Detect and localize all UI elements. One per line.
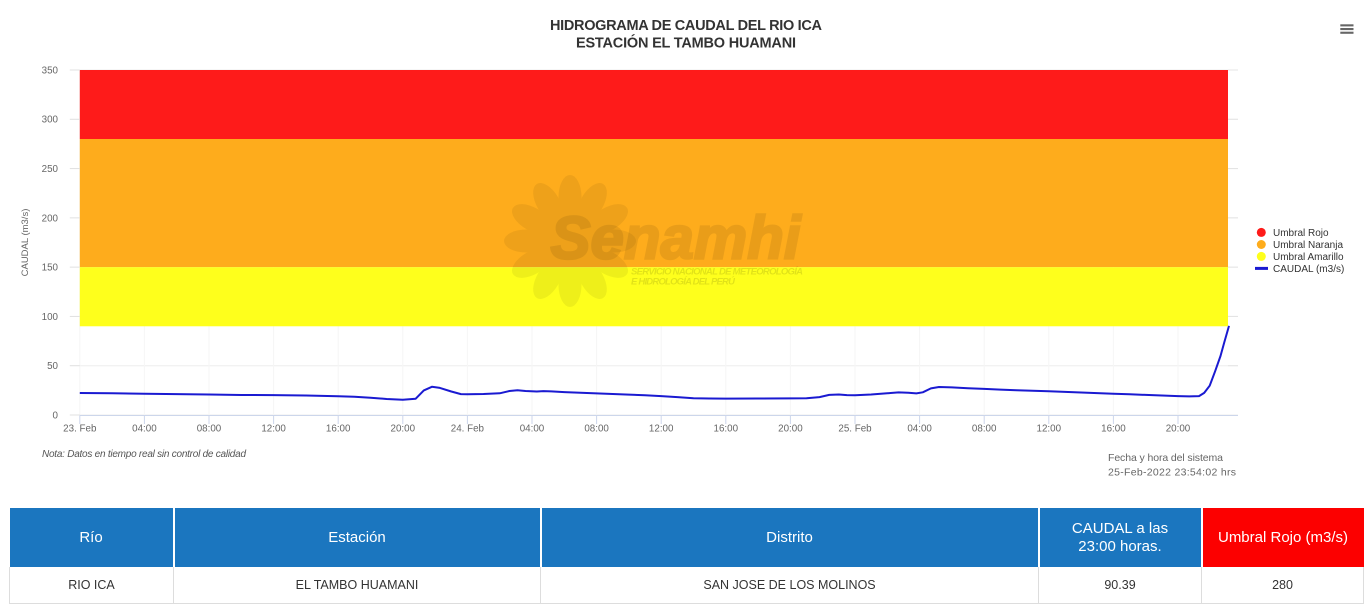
svg-text:0: 0 xyxy=(53,410,59,421)
svg-text:20:00: 20:00 xyxy=(391,423,416,434)
svg-text:16:00: 16:00 xyxy=(714,423,739,434)
svg-text:04:00: 04:00 xyxy=(132,423,157,434)
svg-text:SERVICIO NACIONAL DE METEOROLO: SERVICIO NACIONAL DE METEOROLOGÍA xyxy=(631,266,803,277)
svg-text:350: 350 xyxy=(42,65,59,76)
svg-text:250: 250 xyxy=(42,164,59,175)
svg-text:Umbral Amarillo: Umbral Amarillo xyxy=(1273,252,1344,263)
svg-text:16:00: 16:00 xyxy=(326,423,351,434)
svg-text:50: 50 xyxy=(47,361,58,372)
svg-text:20:00: 20:00 xyxy=(1166,423,1191,434)
svg-text:12:00: 12:00 xyxy=(261,423,286,434)
svg-text:20:00: 20:00 xyxy=(778,423,803,434)
svg-text:Umbral Naranja: Umbral Naranja xyxy=(1273,240,1343,251)
svg-text:100: 100 xyxy=(42,312,59,323)
svg-text:12:00: 12:00 xyxy=(1037,423,1062,434)
svg-text:E HIDROLOGÍA DEL PERÚ: E HIDROLOGÍA DEL PERÚ xyxy=(631,275,736,287)
svg-text:24. Feb: 24. Feb xyxy=(451,423,485,434)
svg-text:04:00: 04:00 xyxy=(907,423,932,434)
svg-text:12:00: 12:00 xyxy=(649,423,674,434)
svg-text:25-Feb-2022 23:54:02 hrs: 25-Feb-2022 23:54:02 hrs xyxy=(1108,467,1236,479)
svg-text:Fecha y hora del sistema: Fecha y hora del sistema xyxy=(1108,452,1223,464)
svg-text:08:00: 08:00 xyxy=(584,423,609,434)
svg-text:HIDROGRAMA DE CAUDAL DEL RIO I: HIDROGRAMA DE CAUDAL DEL RIO ICA xyxy=(550,18,823,34)
svg-text:Nota: Datos en tiempo real sin: Nota: Datos en tiempo real sin control d… xyxy=(42,449,246,460)
svg-text:23. Feb: 23. Feb xyxy=(63,423,97,434)
svg-text:CAUDAL (m3/s): CAUDAL (m3/s) xyxy=(1273,264,1344,275)
svg-text:08:00: 08:00 xyxy=(197,423,222,434)
svg-text:Umbral Rojo: Umbral Rojo xyxy=(1273,228,1329,239)
svg-text:CAUDAL (m3/s): CAUDAL (m3/s) xyxy=(20,209,31,277)
svg-text:04:00: 04:00 xyxy=(520,423,545,434)
svg-text:25. Feb: 25. Feb xyxy=(838,423,872,434)
svg-text:200: 200 xyxy=(42,213,59,224)
svg-text:300: 300 xyxy=(42,115,59,126)
svg-text:08:00: 08:00 xyxy=(972,423,997,434)
svg-text:Senamhi: Senamhi xyxy=(551,205,802,272)
svg-text:ESTACIÓN EL TAMBO HUAMANI: ESTACIÓN EL TAMBO HUAMANI xyxy=(576,33,796,51)
svg-text:150: 150 xyxy=(42,263,59,274)
svg-text:16:00: 16:00 xyxy=(1101,423,1126,434)
